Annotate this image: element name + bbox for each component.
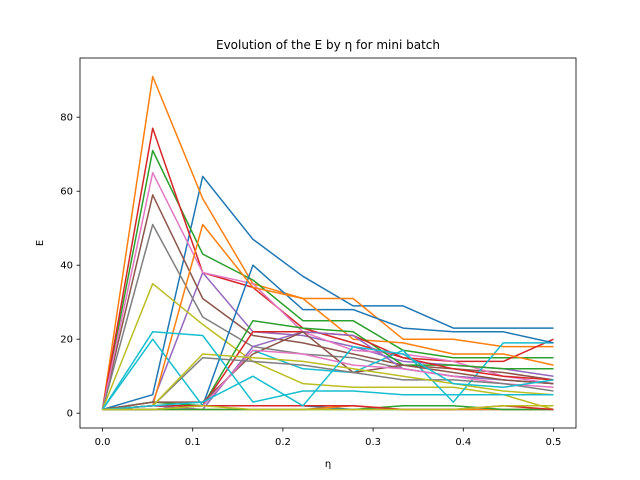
y-tick-label: 0 (67, 409, 73, 420)
series-line-12 (102, 223, 554, 411)
series-line-26 (102, 405, 554, 411)
series-line-18 (102, 356, 554, 411)
x-tick-label: 0.0 (95, 437, 111, 448)
y-tick-label: 80 (60, 113, 73, 124)
chart-title: Evolution of the E by η for mini batch (216, 38, 440, 52)
y-tick-label: 40 (60, 261, 73, 272)
x-tick-label: 0.5 (546, 437, 562, 448)
series-line-1 (102, 175, 554, 411)
y-tick-label: 60 (60, 187, 73, 198)
y-axis: 0 20 40 60 80 (60, 113, 80, 420)
series-line-9 (101, 282, 554, 411)
series-line-19 (102, 353, 554, 411)
y-tick-label: 20 (60, 335, 73, 346)
x-axis-label: η (325, 459, 331, 470)
x-tick-label: 0.1 (185, 437, 201, 448)
series-line-6 (101, 194, 554, 410)
series-line-7 (101, 171, 554, 410)
series-line-25 (102, 345, 554, 411)
series-line-2 (101, 75, 554, 410)
x-axis: 0.0 0.1 0.2 0.3 0.4 0.5 (95, 428, 562, 448)
series-line-16 (102, 331, 554, 411)
x-tick-label: 0.4 (455, 437, 471, 448)
plot-frame (79, 57, 577, 429)
series-layer (101, 75, 554, 411)
x-tick-label: 0.2 (275, 437, 291, 448)
x-tick-label: 0.3 (365, 437, 381, 448)
y-axis-label: E (35, 240, 46, 246)
series-line-20 (101, 331, 554, 410)
series-line-4 (101, 127, 554, 410)
